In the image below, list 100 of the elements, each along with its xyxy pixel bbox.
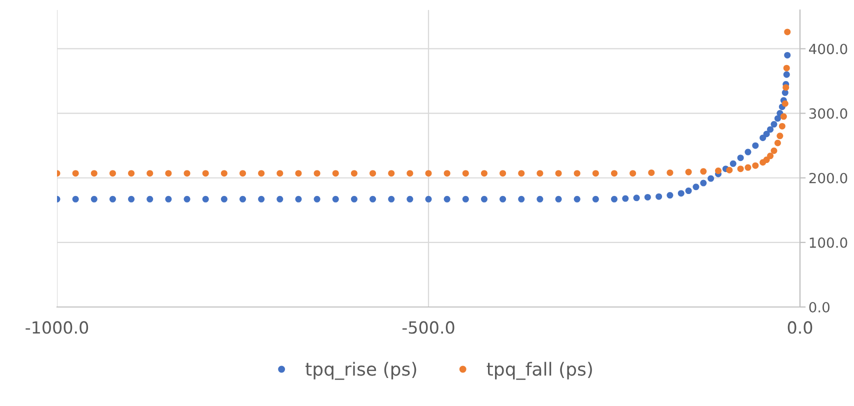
x-tick-label: 0.0: [788, 321, 812, 334]
x-tick-label: -500.0: [402, 321, 454, 334]
point: [90, 196, 98, 202]
point: [72, 196, 79, 202]
point: [500, 196, 506, 202]
point: [406, 170, 414, 177]
point: [737, 154, 744, 162]
point: [784, 52, 791, 58]
point: [202, 170, 209, 177]
point: [685, 168, 692, 176]
point: [778, 122, 786, 130]
point: [314, 196, 320, 202]
point: [146, 196, 154, 202]
point: [165, 170, 172, 177]
point: [350, 170, 358, 177]
point: [774, 115, 781, 122]
point: [774, 140, 781, 146]
y-tick-label: 300.0: [809, 108, 848, 119]
point: [165, 196, 172, 202]
point: [666, 192, 674, 199]
point: [744, 164, 752, 171]
point: [295, 196, 302, 202]
point: [406, 196, 414, 202]
point: [678, 190, 684, 197]
point: [782, 84, 790, 91]
point: [644, 194, 651, 200]
point: [752, 142, 759, 149]
y-tick-label: 400.0: [809, 44, 848, 54]
x-tick-label: -1000.0: [26, 321, 88, 334]
point: [370, 196, 376, 202]
point: [555, 196, 562, 202]
point: [444, 196, 450, 202]
point: [128, 170, 135, 177]
point: [630, 170, 636, 177]
point: [332, 170, 339, 177]
point: [752, 162, 759, 169]
y-tick-label: 0.0: [809, 302, 830, 312]
point: [767, 152, 774, 160]
point: [518, 196, 525, 202]
point: [536, 170, 544, 177]
point: [276, 170, 284, 177]
point: [425, 170, 432, 177]
y-tick-label: 100.0: [810, 237, 848, 248]
point: [592, 170, 599, 177]
point: [783, 64, 790, 72]
point: [480, 196, 488, 202]
point: [610, 170, 618, 177]
point: [350, 196, 358, 202]
point: [258, 196, 265, 202]
point: [332, 196, 339, 202]
point: [780, 113, 787, 120]
point: [770, 121, 778, 128]
point: [726, 166, 733, 174]
point: [555, 170, 562, 177]
point: [622, 195, 629, 202]
point: [388, 196, 395, 202]
point: [314, 170, 320, 177]
point: [708, 175, 714, 182]
point: [744, 148, 752, 156]
point: [239, 170, 246, 177]
point: [184, 196, 190, 202]
point: [730, 160, 736, 167]
point: [574, 196, 580, 202]
point: [737, 166, 744, 172]
point: [184, 170, 190, 177]
point: [72, 170, 79, 177]
point: [767, 126, 774, 133]
point: [685, 188, 692, 194]
point: [462, 170, 469, 177]
point: [220, 196, 228, 202]
point: [220, 170, 228, 177]
point: [444, 170, 450, 177]
point: [109, 196, 116, 202]
point: [610, 196, 618, 202]
point: [500, 170, 506, 177]
point: [295, 170, 302, 177]
point: [763, 156, 770, 164]
legend-label: tpq_rise (ps): [306, 362, 416, 380]
point: [425, 196, 432, 202]
point: [656, 193, 662, 200]
point: [239, 196, 246, 202]
point: [633, 194, 640, 202]
point: [90, 170, 98, 177]
point: [536, 196, 544, 202]
point: [648, 169, 655, 176]
point: [763, 130, 770, 138]
point: [784, 28, 791, 36]
point: [128, 196, 135, 202]
point: [666, 169, 674, 176]
point: [388, 170, 395, 177]
point: [700, 180, 707, 186]
point: [258, 170, 265, 177]
point: [782, 100, 788, 107]
point: [370, 170, 376, 177]
point: [715, 168, 722, 174]
point: [700, 168, 707, 175]
point: [592, 196, 599, 202]
point: [574, 170, 580, 177]
point: [146, 170, 154, 177]
point: [783, 71, 790, 78]
